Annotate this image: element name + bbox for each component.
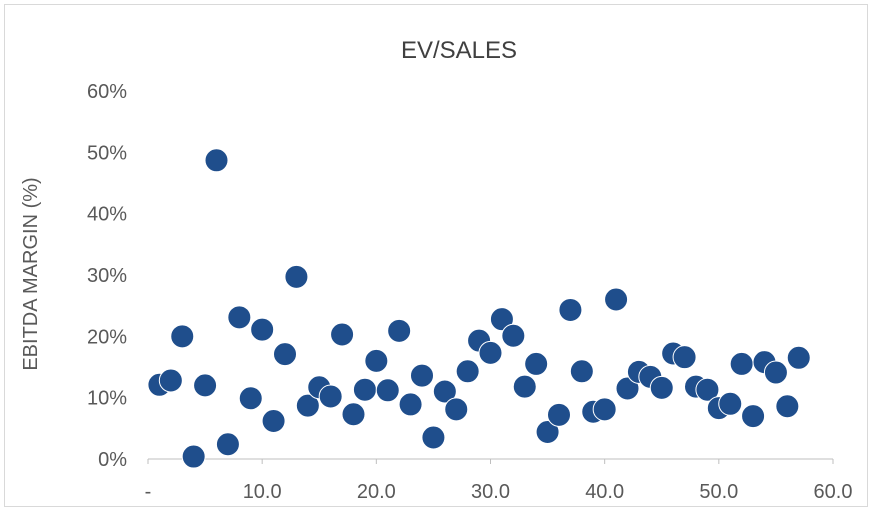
data-point <box>547 402 571 427</box>
x-tick-label: 30.0 <box>471 481 510 503</box>
data-point <box>387 318 412 343</box>
x-tick-label: 60.0 <box>814 481 853 503</box>
x-tick-marks <box>147 459 834 464</box>
data-point <box>455 359 480 384</box>
data-point <box>649 375 674 400</box>
data-point <box>273 342 297 367</box>
data-point <box>444 397 469 422</box>
data-point <box>318 384 343 409</box>
chart-title: EV/SALES <box>401 37 517 64</box>
data-point <box>375 378 400 403</box>
y-tick-label: 30% <box>87 265 127 287</box>
data-point <box>775 394 800 419</box>
data-point <box>352 377 377 402</box>
data-point <box>158 368 183 393</box>
y-tick-label: 0% <box>98 449 127 471</box>
data-point <box>524 351 549 376</box>
data-point <box>512 374 537 399</box>
data-point <box>227 305 252 330</box>
data-point <box>170 324 195 349</box>
data-point <box>238 386 263 411</box>
x-tick-labels: - 10.0 20.0 30.0 40.0 50.0 60.0 <box>145 481 853 503</box>
data-point <box>181 444 206 469</box>
data-point <box>718 391 743 416</box>
x-tick-label: - <box>145 481 152 503</box>
x-tick-label: 10.0 <box>243 481 282 503</box>
data-point <box>592 397 617 422</box>
data-point <box>535 420 560 445</box>
data-points <box>147 148 811 469</box>
data-point <box>421 425 446 450</box>
data-point <box>432 379 457 404</box>
data-point <box>295 393 320 418</box>
x-tick-label: 40.0 <box>585 481 624 503</box>
data-point <box>741 404 766 429</box>
y-axis-label: EBITDA MARGIN (%) <box>20 177 42 370</box>
data-point <box>569 359 594 384</box>
y-tick-label: 10% <box>87 388 127 410</box>
data-point <box>604 287 629 312</box>
data-point <box>204 148 229 173</box>
data-point <box>341 402 366 427</box>
data-point <box>284 264 309 289</box>
y-tick-label: 60% <box>87 81 127 103</box>
data-point <box>695 377 720 402</box>
y-tick-labels: 0% 10% 20% 30% 40% 50% 60% <box>87 81 127 471</box>
data-point <box>250 317 275 342</box>
data-point <box>615 376 640 401</box>
data-point <box>410 363 434 388</box>
data-point <box>364 348 389 373</box>
data-point <box>786 345 811 370</box>
data-point <box>261 408 286 433</box>
data-point <box>501 323 526 348</box>
data-point <box>398 392 423 417</box>
data-point <box>729 351 754 376</box>
x-tick-label: 50.0 <box>699 481 738 503</box>
data-point <box>558 297 583 322</box>
data-point <box>489 307 514 332</box>
data-point <box>672 345 697 370</box>
x-tick-label: 20.0 <box>357 481 396 503</box>
y-tick-label: 40% <box>87 204 127 226</box>
data-point <box>215 432 240 457</box>
data-point <box>330 322 355 347</box>
y-tick-label: 20% <box>87 326 127 348</box>
data-point <box>763 360 788 385</box>
y-tick-label: 50% <box>87 142 127 164</box>
data-point <box>193 373 218 398</box>
chart-frame <box>4 4 868 507</box>
data-point <box>478 340 503 365</box>
